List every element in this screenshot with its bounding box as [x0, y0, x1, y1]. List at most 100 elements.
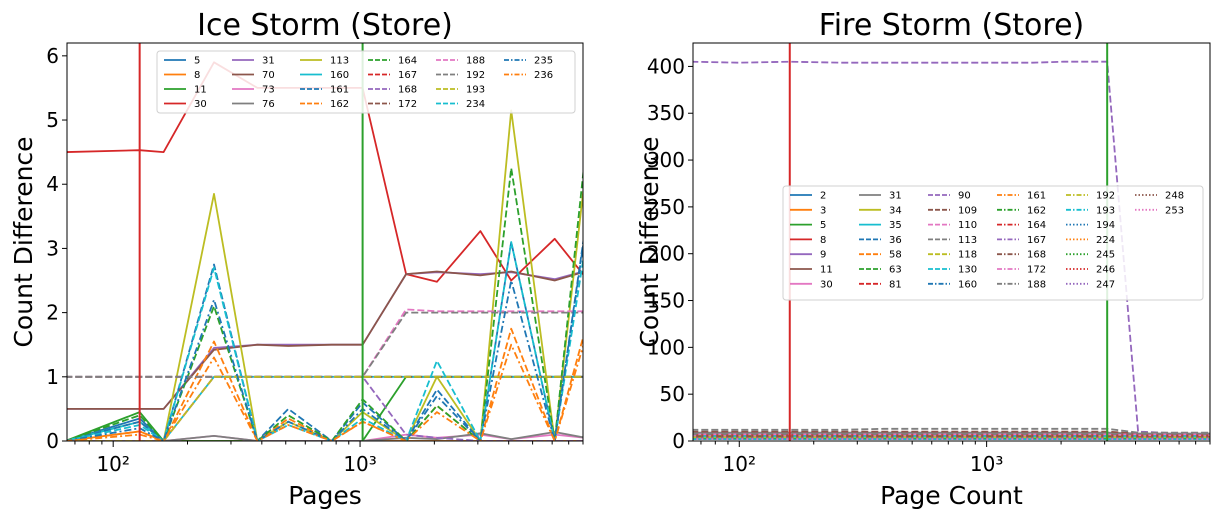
y-tick-label: 350: [647, 101, 685, 125]
legend-label: 247: [1096, 279, 1115, 290]
legend-label: 118: [958, 250, 977, 261]
legend-item-90: 90: [928, 191, 971, 202]
legend-item-76: 76: [232, 99, 275, 110]
y-tick-label: 0: [46, 429, 59, 453]
y-tick-label: 50: [660, 382, 685, 406]
legend-item-172: 172: [997, 265, 1046, 276]
y-tick-label: 1: [46, 365, 59, 389]
y-tick-label: 100: [647, 335, 685, 359]
legend-item-130: 130: [928, 265, 977, 276]
legend-label: 236: [534, 70, 553, 81]
y-axis-label: Count Difference: [635, 136, 664, 347]
legend-item-160: 160: [300, 70, 349, 81]
legend-item-11: 11: [790, 265, 833, 276]
legend-item-34: 34: [859, 205, 902, 216]
x-axis-label: Pages: [288, 481, 362, 510]
legend: 5 8 11 30 31 70 73 76 113 160 161 162 164 167 168 172 18…: [156, 50, 576, 114]
legend-item-160: 160: [928, 279, 977, 290]
legend-item-58: 58: [859, 250, 902, 261]
y-tick-label: 4: [46, 172, 59, 196]
legend-item-70: 70: [232, 70, 275, 81]
legend-item-36: 36: [859, 235, 902, 246]
legend-label: 109: [958, 205, 977, 216]
legend-box: [782, 185, 1204, 301]
legend-label: 110: [958, 220, 977, 231]
legend-label: 188: [466, 56, 485, 67]
axes-frame: [692, 42, 1211, 442]
legend-item-224: 224: [1066, 235, 1115, 246]
legend-item-9: 9: [790, 250, 826, 261]
legend-item-192: 192: [1066, 191, 1115, 202]
y-tick-label: 6: [46, 44, 59, 68]
legend-item-234: 234: [436, 99, 485, 110]
legend-label: 246: [1096, 265, 1115, 276]
legend-item-162: 162: [300, 99, 349, 110]
series-line-164: [67, 167, 583, 441]
legend-item-164: 164: [368, 56, 417, 67]
legend-label: 35: [889, 220, 902, 231]
legend-label: 81: [889, 279, 902, 290]
legend-item-161: 161: [997, 191, 1046, 202]
legend-label: 167: [1027, 235, 1046, 246]
legend-label: 164: [1027, 220, 1046, 231]
y-tick-label: 250: [647, 195, 685, 219]
legend-label: 234: [466, 99, 485, 110]
legend-label: 63: [889, 265, 902, 276]
chart-title: Ice Storm (Store): [197, 8, 453, 43]
chart-title: Fire Storm (Store): [819, 8, 1085, 43]
legend-label: 160: [958, 279, 977, 290]
legend-label: 162: [1027, 205, 1046, 216]
legend-label: 11: [820, 265, 833, 276]
legend-item-35: 35: [859, 220, 902, 231]
legend-item-247: 247: [1066, 279, 1115, 290]
legend-label: 2: [820, 191, 826, 202]
legend-label: 5: [820, 220, 826, 231]
legend-item-81: 81: [859, 279, 902, 290]
x-tick-label: 10²: [96, 452, 129, 476]
series-line-90: [693, 60, 1210, 435]
legend-item-164: 164: [997, 220, 1046, 231]
legend-label: 90: [958, 191, 971, 202]
legend-item-63: 63: [859, 265, 902, 276]
x-tick-label: 10³: [970, 452, 1003, 476]
legend-item-245: 245: [1066, 250, 1115, 261]
legend-item-109: 109: [928, 205, 977, 216]
y-tick-label: 300: [647, 148, 685, 172]
legend-item-113: 113: [928, 235, 977, 246]
legend-label: 253: [1165, 205, 1184, 216]
legend-item-113: 113: [300, 56, 349, 67]
legend-label: 248: [1165, 191, 1184, 202]
series-line-31: [67, 270, 583, 410]
legend-item-30: 30: [790, 279, 833, 290]
legend-label: 11: [194, 85, 207, 96]
series-line-234: [67, 241, 583, 441]
axes-frame: [66, 42, 584, 442]
legend-label: 70: [262, 70, 275, 81]
legend-label: 168: [398, 85, 417, 96]
legend-item-11: 11: [164, 85, 207, 96]
legend-label: 3: [820, 205, 826, 216]
series-line-235: [67, 240, 583, 441]
legend-item-3: 3: [790, 205, 826, 216]
legend-label: 113: [958, 235, 977, 246]
legend-item-161: 161: [300, 85, 349, 96]
y-tick-label: 3: [46, 236, 59, 260]
legend-item-162: 162: [997, 205, 1046, 216]
legend-label: 9: [820, 250, 826, 261]
legend-item-8: 8: [164, 70, 200, 81]
x-axis-label: Page Count: [880, 481, 1023, 510]
legend-item-167: 167: [997, 235, 1046, 246]
legend-label: 5: [194, 56, 200, 67]
legend-item-73: 73: [232, 85, 275, 96]
y-tick-label: 5: [46, 108, 59, 132]
series-line-236: [67, 343, 583, 441]
legend-item-236: 236: [504, 70, 553, 81]
legend-label: 192: [466, 70, 485, 81]
y-tick-label: 0: [672, 429, 685, 453]
legend-label: 31: [262, 56, 275, 67]
legend-item-5: 5: [790, 220, 826, 231]
legend-item-168: 168: [368, 85, 417, 96]
legend-item-118: 118: [928, 250, 977, 261]
